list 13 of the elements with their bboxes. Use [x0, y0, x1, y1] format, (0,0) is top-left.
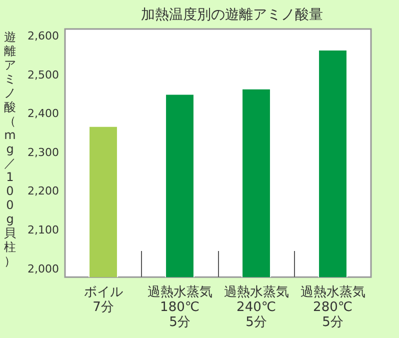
y-tick-label: 2,200 [28, 184, 59, 198]
y-tick-label: 2,300 [28, 146, 59, 159]
y-tick-label: 2,000 [28, 262, 59, 276]
x-tick-label: 過熱水蒸気 240℃ 5分 [224, 285, 289, 330]
x-tick-label: ボイル 7分 [84, 285, 123, 315]
y-tick-label: 2,600 [28, 30, 59, 43]
y-tick-label: 2,500 [28, 68, 59, 82]
x-tick-label: 過熱水蒸気 280℃ 5分 [300, 285, 366, 330]
text: 遊離アミノ酸（mg／100g貝柱） [4, 30, 16, 268]
y-tick-label: 2,400 [28, 107, 59, 120]
y-tick-label: 2,100 [28, 223, 59, 236]
x-tick-label: 過熱水蒸気 180℃ 5分 [147, 285, 212, 330]
chart-title: 加熱温度別の遊離アミノ酸量 [140, 6, 324, 24]
